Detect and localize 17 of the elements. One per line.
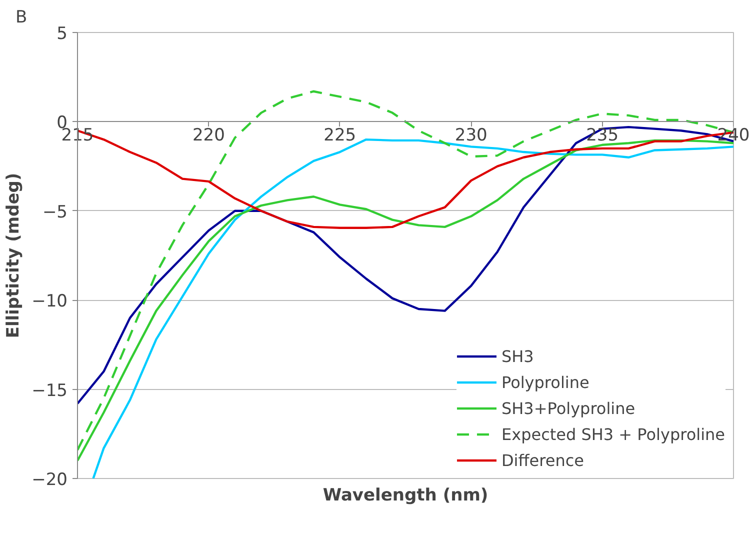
legend-label: Expected SH3 + Polyproline <box>501 424 725 444</box>
legend-label: Polyproline <box>501 372 590 392</box>
chart-title: B <box>16 8 28 28</box>
y-tick-label: −15 <box>32 380 68 401</box>
legend-label: Difference <box>501 450 584 470</box>
x-tick-label: 225 <box>324 126 356 146</box>
legend-label: SH3+Polyproline <box>501 398 636 418</box>
y-axis-title: Ellipticity (mdeg) <box>4 172 24 338</box>
y-tick-label: −5 <box>42 202 68 222</box>
legend-label: SH3 <box>501 346 534 366</box>
x-axis-title: Wavelength (nm) <box>322 486 488 506</box>
y-tick-label: −10 <box>32 292 68 312</box>
x-tick-label: 230 <box>454 126 488 146</box>
x-tick-label: 220 <box>192 126 225 146</box>
x-tick-label: 235 <box>586 126 619 146</box>
y-tick-label: −20 <box>32 470 68 490</box>
y-tick-label: 5 <box>56 24 68 44</box>
